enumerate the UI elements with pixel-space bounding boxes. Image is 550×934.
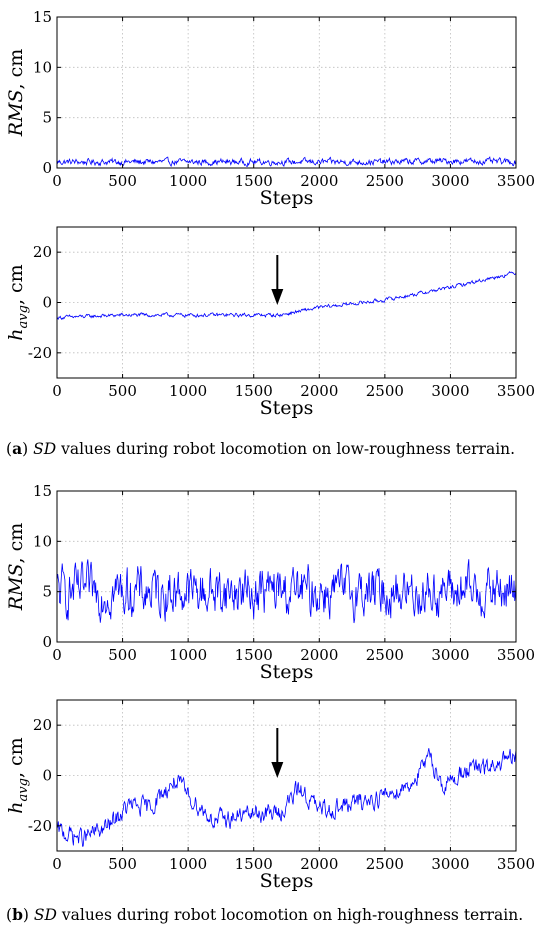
caption-sd: SD [33, 440, 57, 458]
x-tick-label: 1500 [235, 382, 273, 400]
x-tick-label: 0 [52, 646, 62, 664]
x-tick-label: 0 [52, 382, 62, 400]
x-tick-label: 2000 [300, 382, 338, 400]
x-tick-label: 1000 [169, 382, 207, 400]
y-tick-label: 0 [42, 633, 52, 651]
caption-sd: SD [33, 906, 57, 924]
y-axis-label: havg, cm [5, 737, 31, 813]
x-tick-label: 1000 [169, 855, 207, 873]
x-tick-label: 2000 [300, 855, 338, 873]
caption-text: values during robot locomotion on high-r… [56, 906, 524, 924]
axes-box [56, 16, 517, 169]
chart-b-rms: 0 500 1000 1500 2000 2500 3000 3500 0 5 10 15 Steps R… [5, 482, 535, 683]
x-tick-label: 3500 [497, 646, 535, 664]
x-tick-label: 500 [108, 855, 137, 873]
x-axis-label: Steps [260, 397, 314, 419]
series-line [56, 271, 517, 320]
x-tick-label: 3000 [431, 172, 469, 190]
series-line [56, 156, 517, 168]
x-tick-label: 3000 [431, 646, 469, 664]
x-axis-label: Steps [260, 661, 314, 683]
y-tick-label: 0 [42, 767, 52, 785]
x-tick-label: 500 [108, 382, 137, 400]
series-line [56, 559, 517, 624]
y-tick-label: 10 [33, 58, 52, 76]
y-axis-label: RMS, cm [5, 49, 27, 138]
y-tick-label: 20 [33, 716, 52, 734]
x-tick-label: 3500 [497, 172, 535, 190]
y-tick-label: 15 [33, 8, 52, 26]
x-tick-label: 2000 [300, 646, 338, 664]
x-tick-label: 3000 [431, 382, 469, 400]
x-tick-label: 0 [52, 172, 62, 190]
y-tick-label: 5 [42, 583, 52, 601]
y-tick-label: 20 [33, 243, 52, 261]
x-tick-label: 1000 [169, 646, 207, 664]
y-tick-label: 0 [42, 159, 52, 177]
x-tick-label: 1500 [235, 646, 273, 664]
series-line [56, 748, 517, 847]
y-tick-label: 10 [33, 532, 52, 550]
x-axis-label: Steps [260, 187, 314, 209]
annotation-arrow-head [271, 762, 284, 778]
x-tick-label: 2500 [366, 172, 404, 190]
chart-b-havg: 0 500 1000 1500 2000 2500 3000 3500 -20 0 20 Steps h… [5, 699, 535, 892]
chart-a-havg: 0 500 1000 1500 2000 2500 3000 3500 -20 0 20 Steps h… [5, 226, 535, 419]
axes-box [56, 490, 517, 643]
x-tick-label: 3500 [497, 382, 535, 400]
x-tick-label: 1000 [169, 172, 207, 190]
y-tick-label: 5 [42, 109, 52, 127]
x-tick-label: 0 [52, 855, 62, 873]
x-tick-label: 2500 [366, 382, 404, 400]
x-tick-label: 2500 [366, 646, 404, 664]
caption-letter: b [12, 905, 23, 924]
x-tick-label: 2000 [300, 172, 338, 190]
caption-a: (a) SD values during robot locomotion on… [6, 439, 516, 458]
x-tick-label: 3000 [431, 855, 469, 873]
y-axis-label: havg, cm [5, 264, 31, 340]
x-tick-label: 500 [108, 646, 137, 664]
y-tick-label: 15 [33, 482, 52, 500]
x-tick-label: 1500 [235, 855, 273, 873]
caption-b: (b) SD values during robot locomotion on… [6, 905, 524, 924]
x-tick-label: 1500 [235, 172, 273, 190]
y-tick-label: 0 [42, 294, 52, 312]
y-axis-label: RMS, cm [5, 523, 27, 612]
annotation-arrow-head [271, 289, 284, 305]
caption-letter: a [12, 439, 23, 458]
x-tick-label: 2500 [366, 855, 404, 873]
x-tick-label: 3500 [497, 855, 535, 873]
chart-a-rms: 0 500 1000 1500 2000 2500 3000 3500 0 5 10 15 Steps R… [5, 8, 535, 209]
caption-text: values during robot locomotion on low-ro… [56, 440, 516, 458]
x-tick-label: 500 [108, 172, 137, 190]
x-axis-label: Steps [260, 870, 314, 892]
y-tick-label: -20 [28, 817, 52, 835]
y-tick-label: -20 [28, 344, 52, 362]
